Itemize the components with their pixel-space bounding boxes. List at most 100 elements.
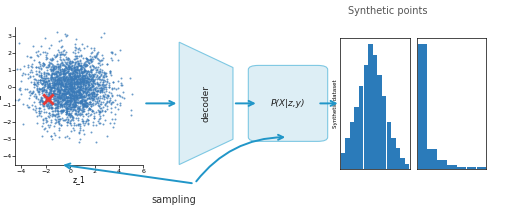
Point [65,65,73,69]
Bar [359,86,364,169]
Point [94,96,102,99]
Point [63,98,71,101]
Point [40,107,49,111]
Point [126,76,134,80]
Point [81,96,89,99]
Point [93,100,101,104]
Point [73,56,81,59]
Point [86,107,94,111]
Point [48,80,56,83]
Point [38,89,47,93]
Point [100,96,108,99]
Point [67,105,75,108]
Point [57,82,65,85]
Point [58,77,67,81]
Point [70,78,78,81]
Point [75,106,83,109]
Point [68,80,76,83]
Point [69,60,77,64]
Point [61,84,69,88]
Point [49,86,57,89]
Point [51,71,59,74]
Point [60,86,68,89]
Point [46,81,54,85]
Point [80,108,88,111]
Point [89,91,97,94]
Point [75,122,83,126]
Point [56,83,64,86]
Point [87,101,95,104]
Point [85,102,93,105]
Point [37,98,46,101]
Point [39,79,47,83]
Point [85,106,93,109]
Point [77,100,85,103]
Point [52,81,60,84]
Point [70,78,78,82]
Point [78,96,87,100]
Point [51,76,59,79]
Point [54,122,62,126]
Text: P(X|z,y): P(X|z,y) [271,99,305,108]
Point [42,79,50,83]
Point [61,66,70,69]
Point [70,65,78,69]
Point [83,74,92,78]
Point [53,79,61,83]
Point [29,89,37,93]
Point [78,71,86,74]
Point [87,104,95,108]
Point [69,96,77,99]
Point [32,94,40,98]
Point [86,102,94,106]
Point [91,88,99,92]
Point [83,59,92,62]
Point [26,75,34,78]
Point [55,96,63,99]
Point [41,37,49,40]
Point [56,82,64,86]
Point [48,137,56,140]
Point [45,83,53,86]
Point [61,73,69,76]
Point [92,94,100,97]
Point [59,67,68,71]
Point [79,104,88,107]
Point [63,56,72,60]
Point [75,77,83,80]
Point [95,78,103,81]
Point [65,65,73,69]
Point [71,70,79,73]
Point [65,98,73,101]
Point [56,94,65,97]
Point [47,77,55,80]
Point [88,93,96,96]
Point [60,53,69,56]
Point [57,52,65,55]
Point [77,100,85,103]
Point [67,67,75,70]
Point [40,62,48,65]
Point [76,81,84,84]
Point [69,74,77,77]
Point [56,65,64,69]
Point [55,77,63,81]
Point [82,91,91,95]
Point [69,78,77,81]
Point [94,103,102,107]
Point [21,87,29,90]
Point [71,68,79,71]
Point [78,80,86,83]
Point [76,48,84,51]
Point [41,56,50,59]
Point [63,96,71,100]
Point [98,75,106,78]
Point [66,96,74,99]
Point [75,91,83,95]
Point [41,74,50,77]
Point [75,54,83,58]
Point [46,114,54,117]
Point [63,134,72,138]
Point [96,96,104,100]
Point [57,87,66,90]
